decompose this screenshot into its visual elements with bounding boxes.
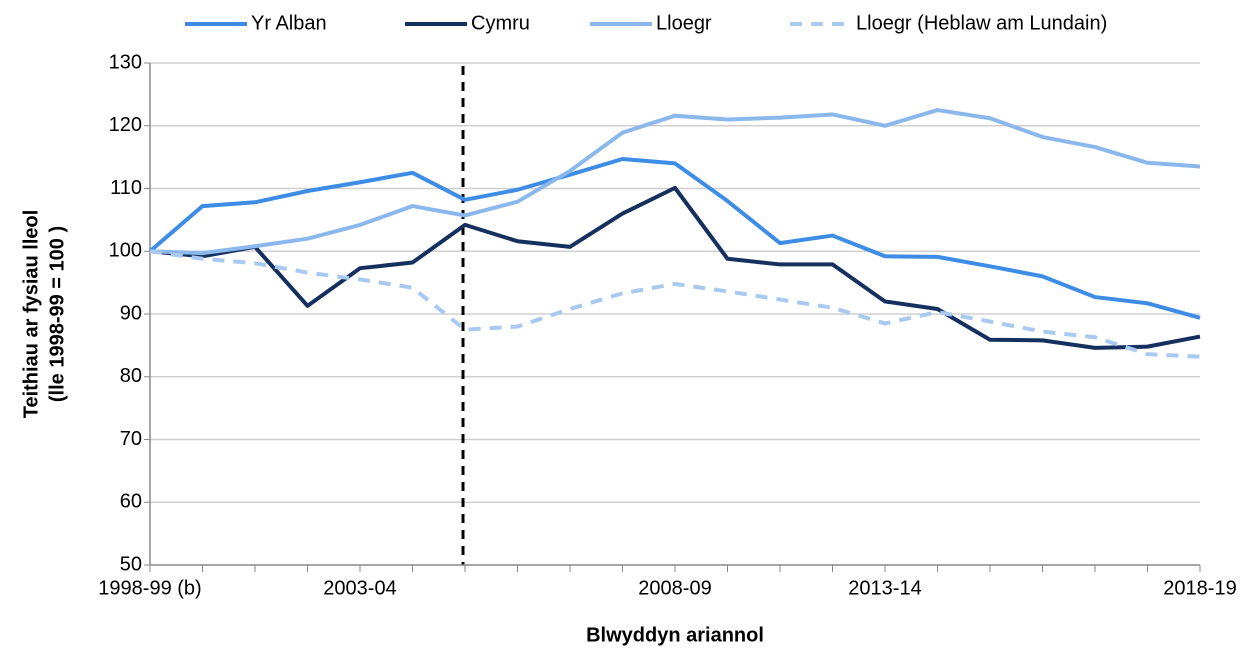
series-line [148,157,1201,320]
y-axis-title: Teithiau ar fysiau lleol [20,210,42,419]
series-line [149,185,1201,350]
legend-label: Lloegr (Heblaw am Lundain) [856,12,1107,34]
x-tick-label: 1998-99 (b) [98,577,201,599]
legend-label: Yr Alban [251,12,327,34]
x-tick-label: 2018-19 [1163,577,1236,599]
y-tick-label: 120 [109,114,142,136]
y-tick-label: 80 [120,365,142,387]
y-tick-label: 90 [120,302,142,324]
legend-label: Cymru [471,12,530,34]
series-line [149,108,1201,256]
y-tick-label: 60 [120,491,142,513]
x-tick-label: 2008-09 [638,577,711,599]
y-tick-label: 110 [110,177,142,199]
x-tick-label: 2003-04 [323,577,396,599]
x-axis-title: Blwyddyn ariannol [586,624,764,646]
series-line [149,249,1201,359]
y-tick-label: 50 [120,553,142,575]
y-tick-label: 70 [120,428,142,450]
legend-label: Lloegr [656,12,712,34]
y-axis-title: (lle 1998-99 = 100 ) [46,226,68,402]
x-tick-label: 2013-14 [848,577,921,599]
y-tick-label: 130 [109,51,142,73]
y-tick-label: 100 [109,240,142,262]
